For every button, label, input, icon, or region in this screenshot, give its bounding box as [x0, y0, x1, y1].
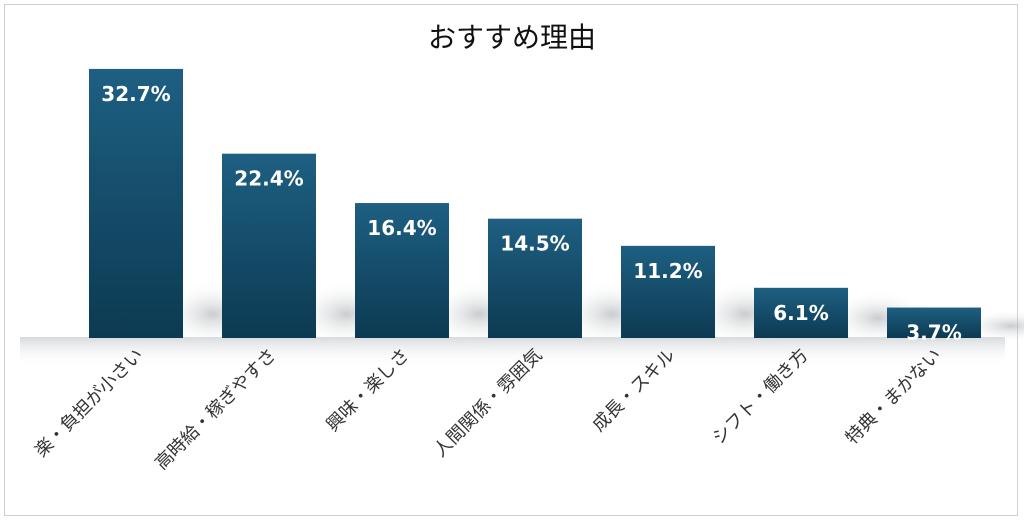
bar [754, 287, 848, 338]
bar [355, 203, 449, 338]
bar [887, 307, 981, 338]
chart-title: おすすめ理由 [427, 21, 596, 54]
bar [222, 153, 316, 338]
data-label: 14.5% [500, 232, 569, 256]
data-label: 22.4% [234, 167, 303, 191]
data-label: 3.7% [906, 321, 961, 345]
data-label: 11.2% [633, 259, 702, 283]
bar [89, 68, 183, 338]
bar [488, 218, 582, 338]
data-label: 32.7% [101, 82, 170, 106]
data-label: 6.1% [773, 301, 828, 325]
data-label: 16.4% [367, 216, 436, 240]
bar [621, 245, 715, 338]
